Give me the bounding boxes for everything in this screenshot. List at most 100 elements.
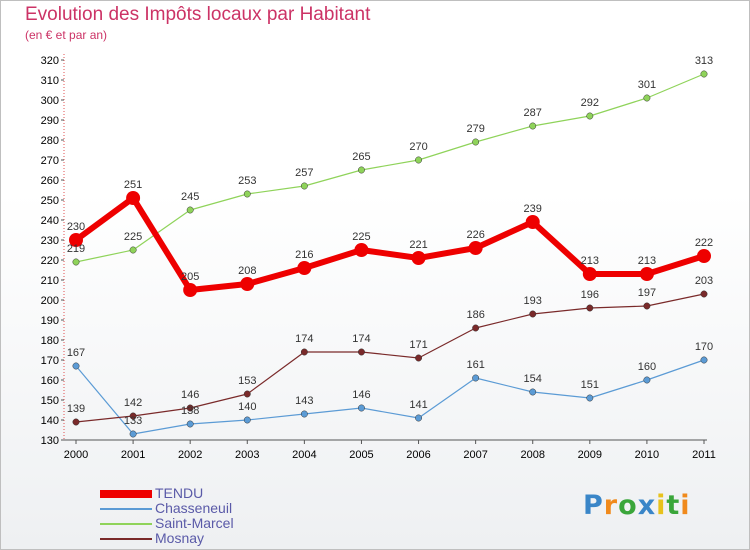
data-label: 265 [352, 151, 370, 163]
data-point [186, 420, 194, 428]
data-label: 140 [238, 401, 256, 413]
data-label: 197 [638, 287, 656, 299]
data-label: 133 [124, 415, 142, 427]
legend-label: Saint-Marcel [155, 515, 234, 531]
data-label: 213 [581, 255, 599, 267]
y-tick-label: 280 [41, 135, 59, 147]
data-label: 141 [409, 399, 427, 411]
y-tick-label: 320 [41, 55, 59, 67]
data-point [529, 388, 537, 396]
data-point [129, 412, 137, 420]
data-point [639, 267, 654, 281]
data-point [582, 267, 597, 281]
data-point [415, 354, 422, 362]
x-tick-label: 2000 [64, 449, 88, 461]
y-tick-label: 300 [41, 95, 59, 107]
data-point [240, 277, 255, 291]
data-label: 146 [181, 389, 199, 401]
data-point [72, 258, 80, 266]
data-label: 222 [695, 237, 713, 249]
x-tick-label: 2006 [406, 449, 430, 461]
data-label: 221 [409, 239, 427, 251]
data-point [586, 394, 594, 402]
data-label: 216 [295, 249, 313, 261]
data-point [472, 324, 480, 332]
y-tick-label: 290 [41, 115, 59, 127]
data-label: 219 [67, 243, 85, 255]
data-point [72, 418, 80, 426]
x-tick-label: 2004 [292, 449, 316, 461]
data-label: 245 [181, 191, 199, 203]
data-point [129, 246, 137, 254]
y-tick-label: 230 [41, 235, 59, 247]
y-tick-label: 160 [41, 375, 59, 387]
data-point [297, 261, 312, 275]
data-point [643, 302, 651, 310]
data-point [72, 362, 80, 370]
y-tick-label: 310 [41, 75, 59, 87]
data-point [415, 414, 422, 422]
data-point [243, 416, 251, 424]
x-tick-label: 2005 [349, 449, 373, 461]
data-label: 301 [638, 79, 656, 91]
y-tick-label: 140 [41, 415, 59, 427]
data-point [415, 156, 422, 164]
logo-letter: i [680, 490, 691, 521]
logo-letter: i [656, 490, 667, 521]
data-label: 161 [466, 359, 484, 371]
data-point [586, 304, 594, 312]
series-line-chasseneuil [75, 359, 705, 435]
data-label: 292 [581, 97, 599, 109]
logo-letter: o [618, 490, 638, 521]
y-tick-label: 250 [41, 195, 59, 207]
data-point [354, 243, 369, 257]
data-label: 146 [352, 389, 370, 401]
proxiti-logo: Proxiti [583, 490, 691, 521]
data-point [300, 410, 308, 418]
data-label: 230 [67, 221, 85, 233]
data-label: 170 [695, 341, 713, 353]
x-tick-label: 2001 [121, 449, 145, 461]
data-label: 279 [466, 123, 484, 135]
data-point [300, 182, 308, 190]
legend-label: Mosnay [155, 530, 205, 546]
data-label: 203 [695, 275, 713, 287]
y-tick-label: 150 [41, 395, 59, 407]
data-label: 143 [295, 395, 313, 407]
data-point [129, 430, 137, 438]
series-line-saint-marcel [75, 73, 705, 263]
data-label: 193 [524, 295, 542, 307]
data-label: 213 [638, 255, 656, 267]
data-point [358, 348, 365, 356]
x-tick-label: 2007 [463, 449, 487, 461]
data-label: 257 [295, 167, 313, 179]
y-tick-label: 130 [41, 435, 59, 447]
data-point [243, 390, 251, 398]
legend-swatch [100, 523, 152, 525]
x-tick-label: 2003 [235, 449, 259, 461]
data-point [468, 241, 483, 255]
data-point [700, 290, 708, 298]
logo-letter: x [637, 490, 657, 521]
data-label: 287 [524, 107, 542, 119]
data-point [700, 70, 708, 78]
data-point [529, 310, 537, 318]
series-line-mosnay [75, 293, 705, 423]
data-label: 142 [124, 397, 142, 409]
data-point [525, 215, 540, 229]
data-label: 174 [352, 333, 370, 345]
data-point [186, 206, 194, 214]
data-label: 160 [638, 361, 656, 373]
data-label: 226 [466, 229, 484, 241]
data-label: 153 [238, 375, 256, 387]
y-tick-label: 220 [41, 255, 59, 267]
legend-swatch [100, 538, 152, 540]
data-point [183, 283, 198, 297]
data-label: 171 [409, 339, 427, 351]
y-tick-label: 200 [41, 295, 59, 307]
data-point [411, 251, 426, 265]
y-tick-label: 270 [41, 155, 59, 167]
y-tick-label: 210 [41, 275, 59, 287]
data-label: 313 [695, 55, 713, 67]
